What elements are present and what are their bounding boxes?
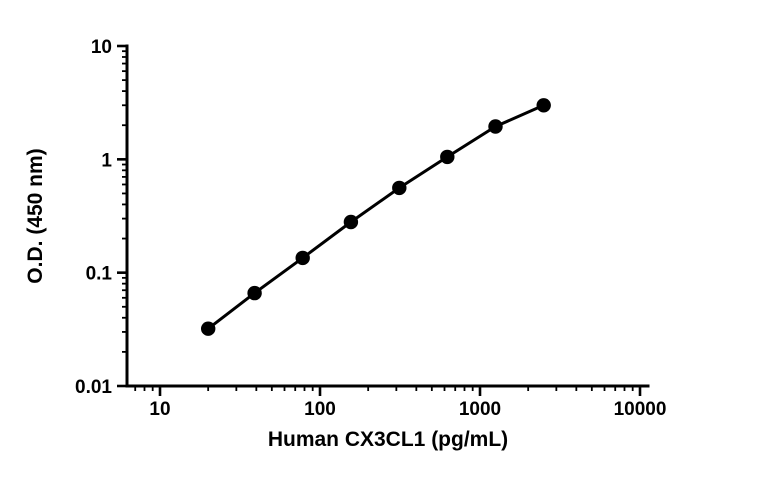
data-point-marker — [247, 285, 262, 301]
ticks-layer: 10 100 1000 10000 0.01 0.1 1 10 — [75, 37, 666, 420]
x-tick-label: 10000 — [614, 399, 667, 420]
data-point-marker — [536, 98, 551, 113]
data-point-marker — [392, 180, 407, 196]
series-line — [206, 103, 546, 331]
y-tick-label: 0.01 — [75, 377, 112, 398]
y-tick-label: 0.1 — [86, 264, 113, 285]
data-point-marker — [488, 119, 503, 134]
data-point-marker — [440, 149, 455, 165]
x-tick-label: 10 — [149, 399, 170, 420]
data-point-marker — [295, 250, 310, 266]
data-point-marker — [201, 321, 216, 336]
data-point-marker — [343, 214, 359, 230]
y-axis-title: O.D. (450 nm) — [24, 148, 47, 283]
data-series-layer — [201, 98, 551, 336]
y-tick-label: 10 — [91, 37, 112, 58]
x-tick-label: 100 — [304, 399, 336, 420]
x-tick-label: 1000 — [459, 399, 501, 420]
x-axis-title: Human CX3CL1 (pg/mL) — [268, 428, 508, 451]
y-tick-label: 1 — [101, 150, 112, 171]
